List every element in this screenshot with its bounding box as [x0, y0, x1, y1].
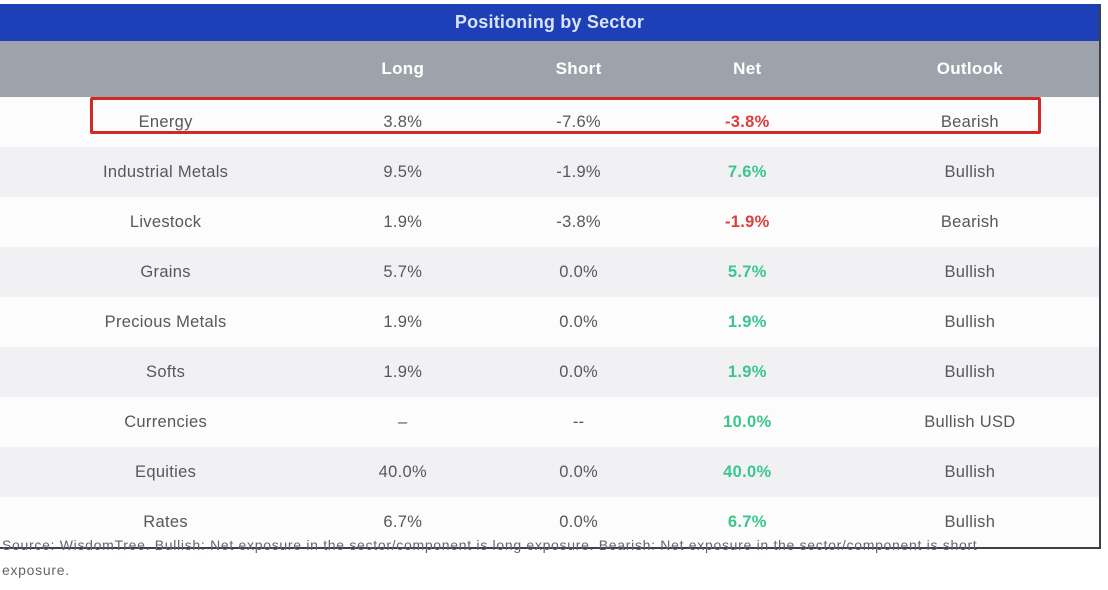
- sector-name-cell: Livestock: [129, 212, 202, 231]
- column-header-outlook: Outlook: [840, 41, 1099, 97]
- table-title-bar: Positioning by Sector: [0, 4, 1099, 41]
- net-value-cell: 1.9%: [727, 362, 767, 381]
- short-value-cell: --: [572, 412, 585, 431]
- long-value-cell: –: [398, 412, 408, 431]
- outlook-value-cell: Bearish: [940, 212, 999, 231]
- sector-name-cell: Softs: [146, 362, 186, 381]
- short-value-cell: 0.0%: [559, 362, 599, 381]
- column-header-long: Long: [302, 41, 504, 97]
- net-value-cell: -3.8%: [725, 112, 770, 131]
- net-value-cell: 6.7%: [727, 512, 767, 531]
- sector-positioning-table: Long Short Net Outlook Energy 3.8% -7.6%…: [0, 41, 1099, 547]
- outlook-value-cell: Bullish: [944, 512, 996, 531]
- column-header-row: Long Short Net Outlook: [0, 41, 1099, 97]
- long-value-cell: 1.9%: [383, 212, 423, 231]
- table-row: Grains 5.7% 0.0% 5.7% Bullish: [0, 247, 1099, 297]
- outlook-value-cell: Bullish: [944, 462, 996, 481]
- outlook-value-cell: Bullish: [944, 262, 996, 281]
- long-value-cell: 9.5%: [383, 162, 423, 181]
- short-value-cell: -1.9%: [556, 162, 601, 181]
- outlook-value-cell: Bullish: [944, 362, 996, 381]
- table-row: Livestock 1.9% -3.8% -1.9% Bearish: [0, 197, 1099, 247]
- long-value-cell: 1.9%: [383, 312, 423, 331]
- sector-name-cell: Currencies: [124, 412, 207, 431]
- sector-name-cell: Equities: [135, 462, 197, 481]
- sector-name-cell: Industrial Metals: [102, 162, 229, 181]
- long-value-cell: 5.7%: [383, 262, 423, 281]
- table-row: Industrial Metals 9.5% -1.9% 7.6% Bullis…: [0, 147, 1099, 197]
- net-value-cell: 10.0%: [723, 412, 772, 431]
- outlook-value-cell: Bullish: [944, 312, 996, 331]
- sector-name-cell: Energy: [138, 112, 193, 131]
- column-header-short: Short: [503, 41, 654, 97]
- short-value-cell: -7.6%: [556, 112, 601, 131]
- net-value-cell: 7.6%: [727, 162, 767, 181]
- short-value-cell: 0.0%: [559, 262, 599, 281]
- short-value-cell: 0.0%: [559, 312, 599, 331]
- sector-name-cell: Precious Metals: [104, 312, 227, 331]
- positioning-table: Positioning by Sector Long Short Net Out…: [0, 4, 1101, 549]
- long-value-cell: 6.7%: [383, 512, 423, 531]
- short-value-cell: 0.0%: [559, 462, 599, 481]
- table-row: Softs 1.9% 0.0% 1.9% Bullish: [0, 347, 1099, 397]
- table-row: Equities 40.0% 0.0% 40.0% Bullish: [0, 447, 1099, 497]
- table-body: Energy 3.8% -7.6% -3.8% Bearish Industri…: [0, 97, 1099, 547]
- long-value-cell: 1.9%: [383, 362, 423, 381]
- net-value-cell: -1.9%: [725, 212, 770, 231]
- long-value-cell: 40.0%: [378, 462, 427, 481]
- table-title: Positioning by Sector: [454, 12, 645, 32]
- net-value-cell: 40.0%: [723, 462, 772, 481]
- table-row: Precious Metals 1.9% 0.0% 1.9% Bullish: [0, 297, 1099, 347]
- long-value-cell: 3.8%: [383, 112, 423, 131]
- table-row: Rates 6.7% 0.0% 6.7% Bullish: [0, 497, 1099, 547]
- column-header-sector: [0, 41, 303, 97]
- outlook-value-cell: Bearish: [940, 112, 999, 131]
- short-value-cell: -3.8%: [556, 212, 601, 231]
- short-value-cell: 0.0%: [559, 512, 599, 531]
- table-row: Currencies – -- 10.0% Bullish USD: [0, 397, 1099, 447]
- sector-name-cell: Rates: [143, 512, 188, 531]
- sector-name-cell: Grains: [140, 262, 191, 281]
- column-header-net: Net: [653, 41, 841, 97]
- net-value-cell: 5.7%: [727, 262, 767, 281]
- outlook-value-cell: Bullish USD: [924, 412, 1016, 431]
- net-value-cell: 1.9%: [727, 312, 767, 331]
- source-footnote: Source: WisdomTree. Bullish: Net exposur…: [2, 537, 978, 578]
- table-row-highlighted: Energy 3.8% -7.6% -3.8% Bearish: [0, 97, 1099, 147]
- outlook-value-cell: Bullish: [944, 162, 996, 181]
